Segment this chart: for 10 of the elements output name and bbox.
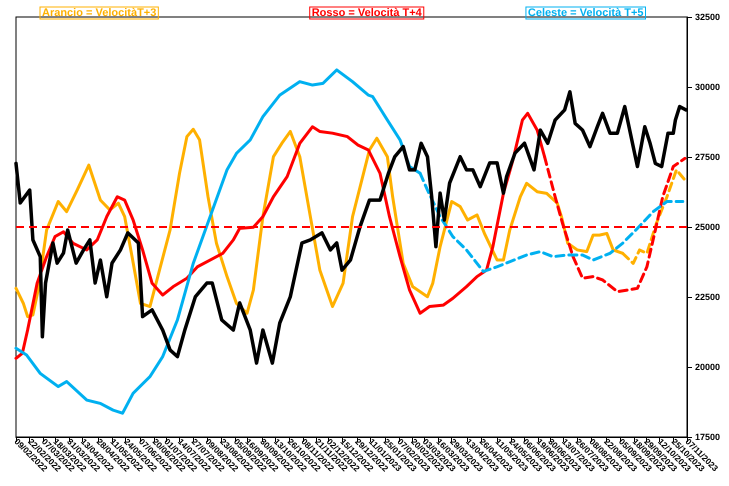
y-tick-label: 20000 <box>695 362 720 372</box>
text: Arancio = VelocitàT+3 <box>42 7 156 19</box>
text: Celeste = Velocità T+5 <box>528 7 644 19</box>
y-tick-label: 32500 <box>695 12 720 22</box>
y-tick-label: 22500 <box>695 292 720 302</box>
text: Rosso = Velocità T+4 <box>312 7 423 19</box>
y-tick-label: 25000 <box>695 222 720 232</box>
y-tick-label: 27500 <box>695 152 720 162</box>
y-tick-label: 30000 <box>695 82 720 92</box>
y-tick-label: 17500 <box>695 432 720 442</box>
